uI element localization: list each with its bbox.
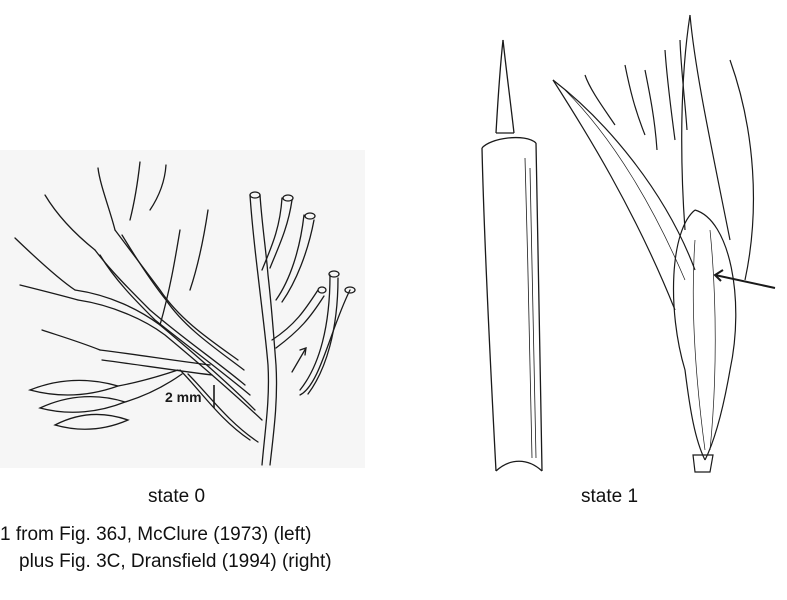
state-1-label: state 1 <box>581 486 639 507</box>
branching-inflorescence-illustration: 2 mm <box>0 150 365 468</box>
spikelet-cluster-illustration <box>545 10 780 480</box>
branching-inflorescence-drawing: 2 mm <box>14 161 356 466</box>
caption-line-1: 1 from Fig. 36J, McClure (1973) (left) <box>0 524 312 545</box>
scale-bar-label: 2 mm <box>165 389 202 405</box>
state-0-label: state 0 <box>148 486 206 507</box>
spikelet-cluster-drawing <box>552 14 776 473</box>
caption-line-2: plus Fig. 3C, Dransfield (1994) (right) <box>19 551 332 572</box>
tubular-sheath-drawing <box>481 39 543 472</box>
tubular-sheath-illustration <box>470 38 550 478</box>
